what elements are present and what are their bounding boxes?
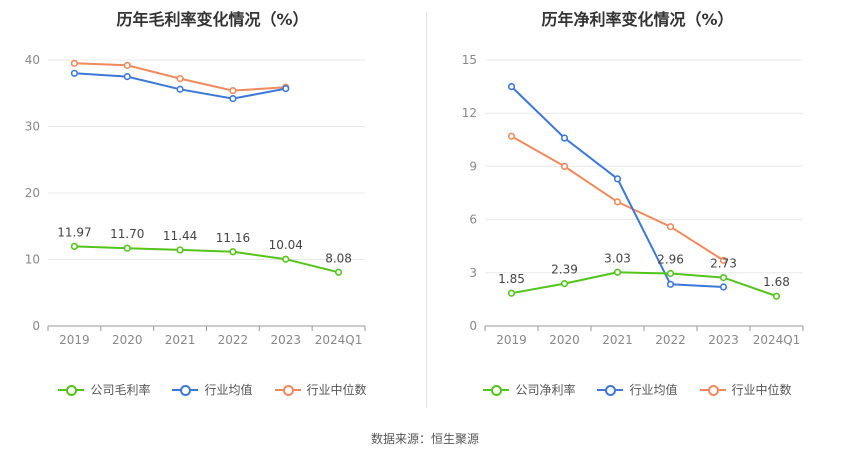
data-point: [772, 292, 781, 300]
data-label: 8.08: [325, 251, 352, 265]
data-point: [229, 94, 237, 103]
data-point: [719, 256, 728, 264]
data-point: [613, 198, 622, 206]
chart-title: 历年净利率变化情况（%）: [541, 10, 734, 29]
series-line: [74, 245, 339, 274]
legend-label: 行业均值: [629, 383, 678, 397]
legend-marker-icon: [597, 384, 624, 396]
panel-divider: [426, 12, 427, 408]
data-label: 10.04: [269, 238, 303, 252]
legend-item-company[interactable]: 公司净利率: [483, 381, 575, 398]
legend-label: 行业均值: [204, 383, 253, 397]
data-label: 2.39: [551, 263, 578, 277]
x-tick-label: 2022: [655, 333, 686, 347]
gross-margin-chart: 历年毛利率变化情况（%） 0 10 20 30 40 2019 2020 2021 2022 20…: [0, 0, 425, 420]
data-point: [613, 175, 622, 183]
data-label: 1.68: [763, 275, 790, 289]
data-point: [176, 75, 184, 83]
chart-title: 历年毛利率变化情况（%）: [116, 10, 309, 29]
data-point: [666, 280, 675, 288]
y-tick-label: 10: [25, 253, 40, 267]
y-tick-label: 30: [25, 120, 40, 134]
data-point: [613, 268, 622, 276]
y-tick-label: 0: [32, 319, 40, 333]
data-point: [282, 84, 290, 93]
x-tick-label: 2023: [270, 333, 301, 347]
data-point: [123, 73, 131, 81]
x-tick-label: 2020: [112, 333, 143, 347]
data-point: [70, 69, 79, 77]
legend-label: 行业中位数: [306, 383, 367, 397]
net-margin-plot: 0 3 6 9 12 15 2019 2020 2021 2022 2023 2024Q1 1.85 2.…: [462, 53, 804, 347]
data-point: [719, 283, 728, 291]
data-point: [719, 273, 728, 282]
y-tick-label: 40: [25, 53, 40, 67]
data-point: [334, 268, 343, 276]
gross-margin-plot: 0 10 20 30 40 2019 2020 2021 2022 2023 2024Q1 11.97…: [25, 53, 366, 347]
data-label: 2.73: [710, 257, 737, 271]
y-tick-label: 0: [469, 319, 477, 333]
data-point: [507, 289, 516, 297]
legend-marker-icon: [58, 384, 85, 396]
data-point: [282, 255, 290, 263]
y-tick-label: 9: [469, 159, 477, 173]
x-tick-label: 2021: [602, 333, 633, 347]
legend-label: 行业中位数: [731, 383, 792, 397]
x-tick-label: 2023: [708, 333, 739, 347]
data-point: [176, 85, 184, 93]
data-point: [560, 134, 569, 142]
data-label: 11.97: [57, 225, 91, 239]
x-tick-label: 2020: [549, 333, 580, 347]
y-tick-label: 3: [469, 266, 477, 280]
legend-label: 公司净利率: [515, 383, 576, 397]
legend-marker-icon: [274, 384, 301, 396]
legend-label: 公司毛利率: [90, 383, 151, 397]
data-point: [560, 162, 569, 170]
data-point: [229, 248, 237, 256]
x-tick-label: 2021: [165, 333, 196, 347]
legend-marker-icon: [699, 384, 726, 396]
data-point: [176, 246, 184, 254]
data-point: [123, 244, 131, 252]
data-point: [70, 59, 79, 67]
legend-marker-icon: [172, 384, 199, 396]
data-point: [507, 132, 516, 140]
data-source: 数据来源：恒生聚源: [370, 432, 479, 446]
x-tick-label: 2024Q1: [753, 333, 801, 347]
legend-item-industry-median[interactable]: 行业中位数: [274, 381, 367, 398]
data-point: [70, 242, 79, 250]
legend-item-industry-mean[interactable]: 行业均值: [172, 381, 253, 398]
x-tick-label: 2019: [59, 333, 90, 347]
legend-item-industry-median[interactable]: 行业中位数: [699, 381, 792, 398]
data-point: [666, 269, 675, 278]
legend: 公司毛利率 行业均值 行业中位数: [0, 381, 425, 398]
y-tick-label: 12: [462, 106, 477, 120]
data-point: [560, 280, 569, 288]
x-tick-label: 2024Q1: [315, 333, 363, 347]
y-tick-label: 15: [462, 53, 477, 67]
net-margin-chart: 历年净利率变化情况（%） 0 3 6 9 12 15 2019 2020 2021 2022 202…: [425, 0, 850, 420]
legend: 公司净利率 行业均值 行业中位数: [425, 381, 850, 398]
data-point: [229, 86, 237, 95]
data-label: 1.85: [498, 272, 525, 286]
data-label: 11.70: [110, 227, 144, 241]
data-point: [666, 223, 675, 231]
series-line: [511, 271, 777, 298]
data-label: 2.96: [657, 253, 684, 267]
legend-marker-icon: [483, 384, 510, 396]
x-tick-label: 2022: [218, 333, 249, 347]
y-tick-label: 6: [469, 213, 477, 227]
x-tick-label: 2019: [496, 333, 527, 347]
data-point: [123, 61, 131, 69]
data-label: 11.44: [163, 229, 197, 243]
data-label: 3.03: [604, 251, 631, 265]
data-label: 11.16: [216, 231, 250, 245]
y-tick-label: 20: [25, 186, 40, 200]
legend-item-industry-mean[interactable]: 行业均值: [597, 381, 678, 398]
legend-item-company[interactable]: 公司毛利率: [58, 381, 150, 398]
data-point: [507, 82, 516, 91]
